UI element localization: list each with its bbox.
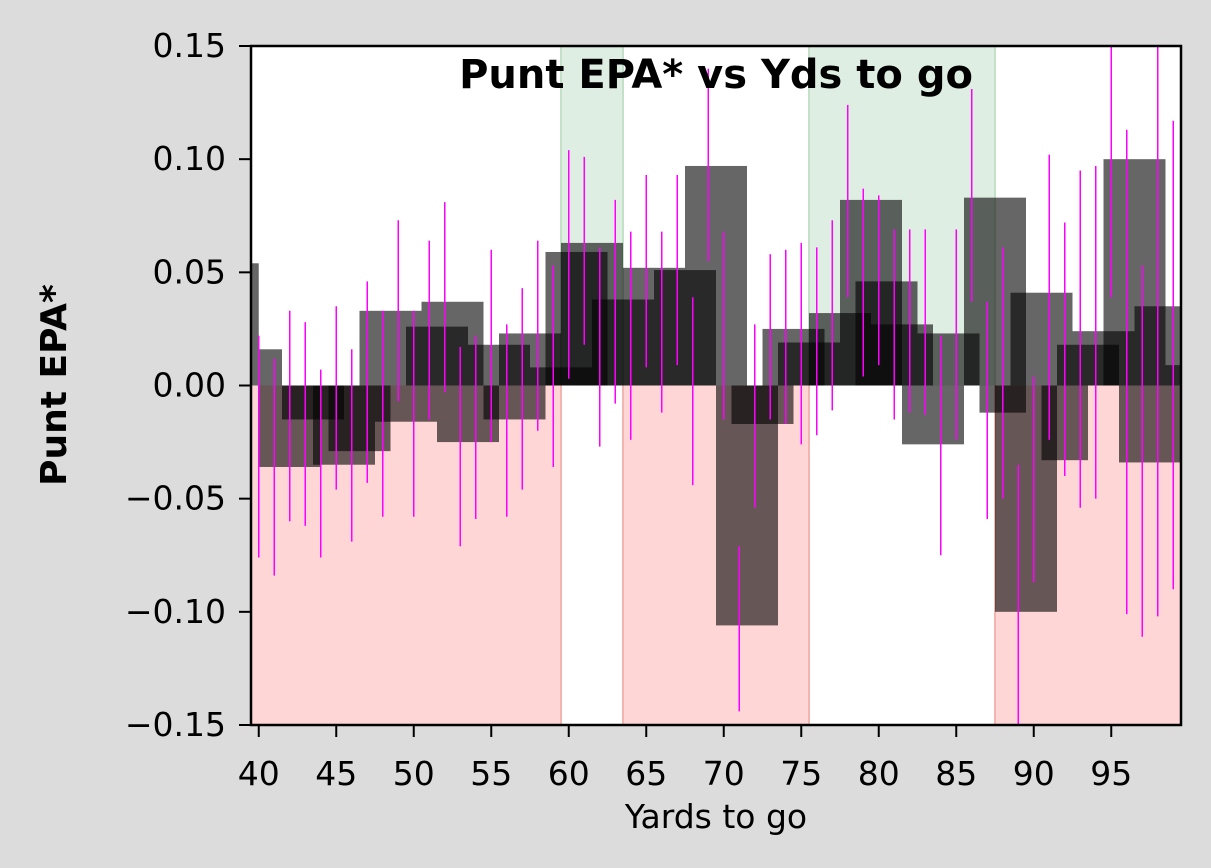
x-tick-label: 85 [935, 754, 977, 793]
rolling-bars [251, 159, 1181, 626]
rolling-bar [483, 385, 546, 420]
chart-title: Punt EPA* vs Yds to go [459, 52, 973, 98]
y-tick-label: 0.05 [153, 252, 226, 291]
x-tick-label: 50 [393, 754, 435, 793]
rolling-bar [258, 349, 282, 386]
rolling-bar [902, 385, 964, 445]
y-tick-label: 0.00 [153, 366, 226, 405]
x-tick-label: 70 [703, 754, 745, 793]
x-tick-label: 90 [1013, 754, 1055, 793]
rolling-bar [685, 165, 747, 386]
x-tick-label: 80 [858, 754, 900, 793]
x-tick-label: 95 [1090, 754, 1132, 793]
x-tick-label: 40 [238, 754, 280, 793]
x-tick-label: 60 [548, 754, 590, 793]
y-tick-label: −0.10 [125, 592, 226, 631]
x-tick-label: 65 [625, 754, 667, 793]
rolling-bar [375, 385, 437, 422]
y-tick-label: −0.05 [125, 479, 226, 518]
y-axis-label: Punt EPA* [34, 284, 75, 486]
rolling-bar [716, 385, 778, 626]
y-tick-label: 0.10 [153, 139, 226, 178]
rolling-bar [1119, 385, 1181, 463]
y-tick-label: −0.15 [125, 705, 226, 744]
y-axis: −0.15 −0.10 −0.05 0.00 0.05 0.10 0.15 [125, 26, 251, 744]
y-tick-label: 0.15 [153, 26, 226, 65]
x-tick-label: 75 [780, 754, 822, 793]
x-tick-label: 45 [315, 754, 357, 793]
x-tick-label: 55 [470, 754, 512, 793]
rolling-bar [251, 263, 259, 386]
x-axis: 40 45 50 55 60 65 70 75 80 85 90 95 [238, 725, 1132, 793]
x-axis-label: Yards to go [624, 797, 807, 836]
error-bars [258, 46, 1174, 725]
rolling-bar [731, 385, 794, 424]
